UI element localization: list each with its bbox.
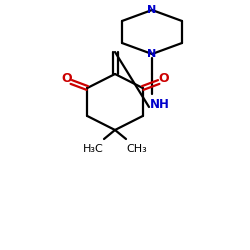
Text: NH: NH — [150, 98, 170, 110]
Text: N: N — [148, 5, 156, 15]
Text: O: O — [158, 72, 169, 85]
Text: O: O — [61, 72, 72, 85]
Text: CH₃: CH₃ — [127, 144, 148, 154]
Text: H₃C: H₃C — [82, 144, 103, 154]
Text: N: N — [148, 49, 156, 59]
